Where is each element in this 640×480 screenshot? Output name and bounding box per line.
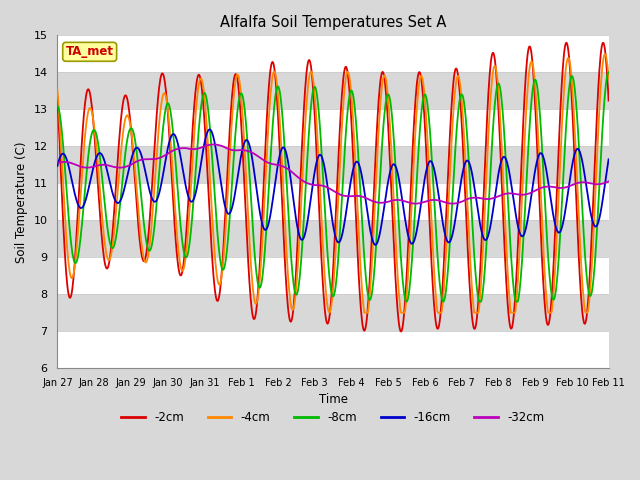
Text: TA_met: TA_met [66, 45, 114, 58]
Bar [58, 294, 609, 331]
Bar [58, 36, 609, 72]
Bar [58, 109, 609, 146]
Y-axis label: Soil Temperature (C): Soil Temperature (C) [15, 141, 28, 263]
Bar [58, 220, 609, 257]
Bar [58, 257, 609, 294]
Bar [58, 146, 609, 183]
X-axis label: Time: Time [319, 394, 348, 407]
Bar [58, 331, 609, 368]
Bar [58, 72, 609, 109]
Bar [58, 183, 609, 220]
Title: Alfalfa Soil Temperatures Set A: Alfalfa Soil Temperatures Set A [220, 15, 446, 30]
Legend: -2cm, -4cm, -8cm, -16cm, -32cm: -2cm, -4cm, -8cm, -16cm, -32cm [116, 407, 549, 429]
